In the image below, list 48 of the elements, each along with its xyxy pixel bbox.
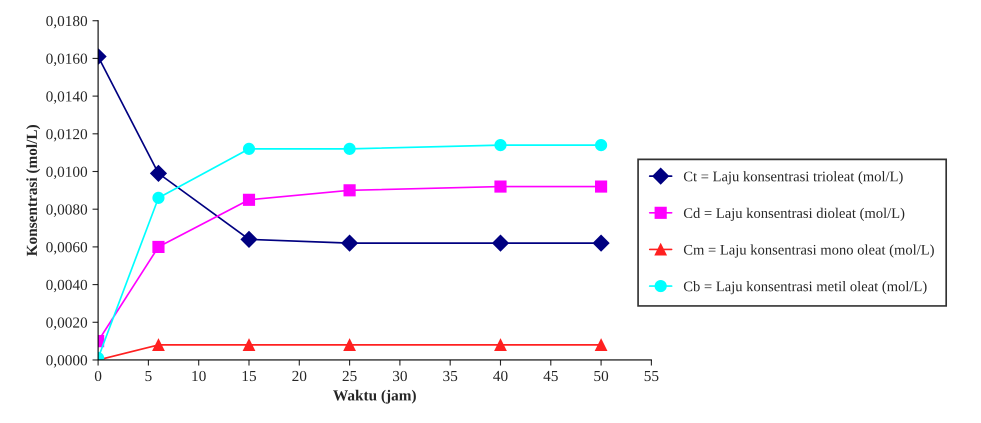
- legend-label: Ct = Laju konsentrasi trioleat (mol/L): [684, 171, 903, 184]
- y-tick-label: 0,0100: [46, 166, 88, 180]
- y-tick-label: 0,0140: [46, 91, 88, 104]
- x-tick-label: 50: [594, 370, 608, 382]
- x-tick-label: 55: [644, 370, 658, 382]
- x-tick-label: 40: [493, 370, 508, 382]
- point: [152, 192, 165, 204]
- point: [344, 184, 356, 196]
- point: [494, 180, 507, 193]
- y-tick-label: 0,0160: [46, 54, 88, 66]
- x-tick-label: 20: [292, 370, 306, 382]
- y-tick-label: 0,0120: [46, 128, 88, 142]
- point: [341, 234, 358, 252]
- point: [150, 165, 167, 182]
- point: [240, 230, 258, 248]
- y-axis-title: Konsentrasi (mol/L): [26, 125, 40, 256]
- point: [494, 139, 507, 152]
- x-tick-label: 0: [94, 370, 102, 382]
- y-tick-label: 0,0060: [46, 242, 88, 255]
- legend-label: Cd = Laju konsentrasi dioleat (mol/L): [684, 208, 904, 221]
- x-tick-label: 30: [392, 370, 407, 382]
- point: [152, 338, 165, 351]
- point: [494, 338, 507, 351]
- point: [595, 139, 608, 152]
- point: [242, 338, 256, 351]
- point: [592, 234, 610, 252]
- point: [595, 338, 608, 351]
- x-tick-label: 35: [443, 370, 458, 382]
- point: [242, 142, 256, 155]
- point: [344, 338, 356, 351]
- point: [492, 234, 509, 252]
- point: [595, 180, 608, 193]
- x-tick-label: 45: [543, 370, 558, 382]
- y-tick-label: 0,0000: [46, 355, 88, 368]
- x-tick-label: 15: [242, 370, 256, 382]
- x-tick-label: 25: [342, 370, 357, 382]
- x-tick-label: 5: [145, 370, 152, 382]
- point: [242, 194, 256, 206]
- y-tick-label: 0,0040: [46, 280, 88, 292]
- y-tick-label: 0,0020: [46, 317, 88, 330]
- legend-label: Cm = Laju konsentrasi mono oleat (mol/L): [684, 244, 934, 258]
- point: [152, 240, 165, 253]
- y-tick-label: 0,0080: [46, 204, 88, 217]
- x-tick-label: 10: [192, 370, 206, 382]
- point: [344, 142, 356, 155]
- y-tick-label: 0,0180: [46, 16, 88, 28]
- legend-label: Cb = Laju konsentrasi metil oleat (mol/L): [684, 281, 927, 294]
- x-axis-title: Waktu (jam): [333, 390, 416, 404]
